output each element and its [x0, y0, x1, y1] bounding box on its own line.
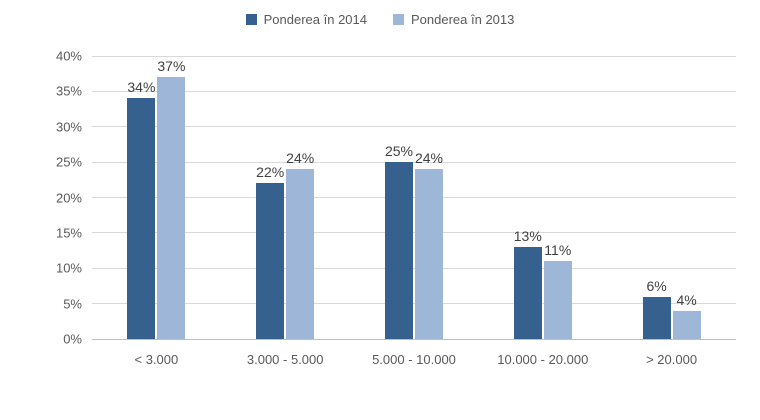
y-axis-tick-label: 20% [55, 190, 82, 205]
legend: Ponderea în 2014 Ponderea în 2013 [0, 12, 760, 27]
bar-series-1: 13% [514, 228, 542, 339]
bar-series-1: 22% [256, 164, 284, 339]
x-axis-line [92, 338, 736, 340]
bar-value-label: 6% [646, 277, 667, 294]
bar-series-1: 25% [385, 143, 413, 339]
bar-value-label: 25% [384, 143, 413, 160]
gridline [92, 232, 736, 234]
y-axis-tick-label: 5% [63, 296, 82, 312]
x-axis-category-label: 5.000 - 10.000 [372, 352, 456, 367]
bar-value-label: 22% [256, 164, 285, 181]
gridline [92, 197, 736, 198]
y-axis-tick-label: 25% [55, 154, 82, 170]
x-axis-category-label: > 20.000 [646, 352, 698, 367]
bar-group: 13% 11% [478, 56, 607, 339]
bar-group: 25% 24% [350, 56, 479, 339]
bar-value-label: 13% [513, 228, 542, 245]
bar-series-1: 34% [127, 79, 155, 339]
x-axis-category-label: 3.000 - 5.000 [246, 352, 324, 367]
y-axis-tick-label: 30% [55, 119, 82, 135]
x-axis-category-label: 10.000 - 20.000 [497, 352, 589, 367]
legend-swatch-icon [393, 14, 404, 25]
legend-label: Ponderea în 2013 [411, 12, 515, 27]
bar-series-2: 37% [157, 58, 185, 339]
y-axis-tick-label: 40% [55, 48, 82, 64]
x-axis-category-label: < 3.000 [134, 352, 179, 367]
y-axis-tick-label: 0% [63, 331, 82, 347]
bar-group: 34% 37% [92, 56, 221, 339]
legend-label: Ponderea în 2014 [263, 12, 367, 27]
bar-group: 6% 4% [607, 56, 736, 339]
bar-group: 22% 24% [221, 56, 350, 339]
bar-value-label: 24% [286, 150, 315, 167]
bar-value-label: 34% [127, 79, 156, 96]
bar-groups: 34% 37% 22% 24% 25% 24% 13% 11% 6% 4% [92, 56, 736, 339]
y-axis-tick-label: 10% [55, 260, 82, 276]
bar-value-label: 37% [157, 58, 186, 75]
legend-item: Ponderea în 2013 [393, 12, 514, 27]
bar-value-label: 11% [544, 242, 572, 259]
bar-series-2: 11% [543, 242, 572, 339]
bar-series-1: 6% [642, 278, 671, 339]
bar-series-2: 24% [415, 150, 443, 339]
gridline [92, 90, 736, 92]
gridline [92, 55, 736, 57]
plot-area: 0% 5% 10% 15% 20% 25% 30% 35% 40% 34% 37% 22% 24% 25%… [56, 49, 736, 347]
bar-value-label: 4% [676, 291, 697, 308]
y-axis-tick-label: 35% [55, 83, 82, 99]
gridline [92, 161, 736, 163]
bar-series-2: 4% [672, 292, 701, 339]
gridline [92, 267, 736, 269]
legend-item: Ponderea în 2014 [245, 12, 367, 27]
gridline [92, 303, 736, 305]
legend-swatch-icon [245, 14, 257, 25]
bar-value-label: 24% [414, 150, 443, 167]
y-axis-tick-label: 15% [55, 225, 82, 241]
bar-series-2: 24% [286, 150, 314, 339]
x-axis-labels: < 3.000 3.000 - 5.000 5.000 - 10.000 10.000… [92, 352, 736, 367]
gridline [92, 126, 736, 128]
